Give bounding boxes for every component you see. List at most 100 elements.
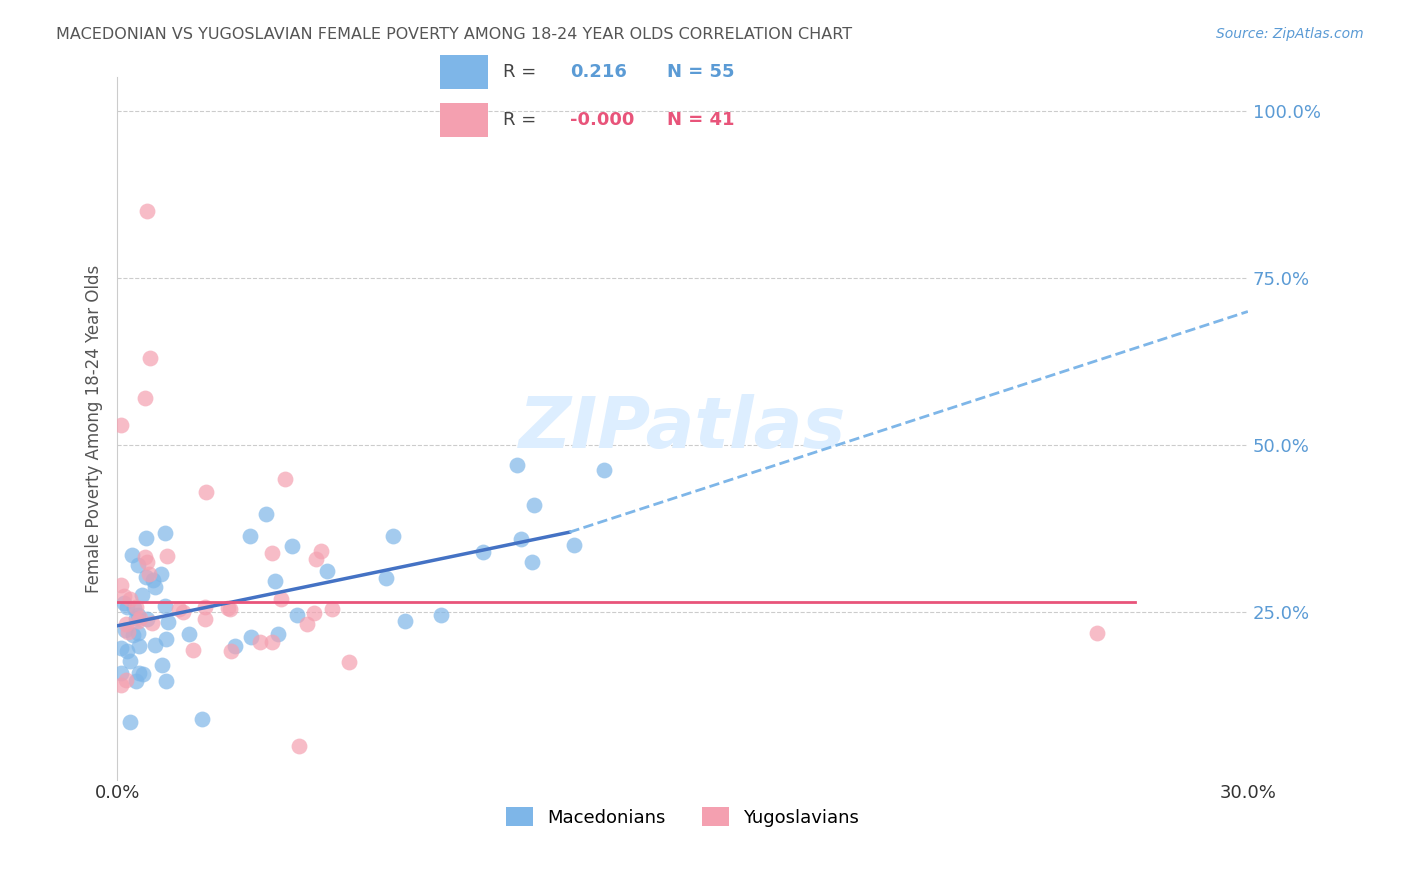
Point [118, 714, 141, 729]
Point [274, 472, 297, 486]
Point [270, 591, 292, 606]
Point [181, 643, 204, 657]
Point [224, 639, 246, 653]
Point [134, 549, 156, 564]
Point [194, 612, 217, 626]
Point [127, 626, 149, 640]
Point [110, 678, 132, 692]
Point [136, 555, 159, 569]
Point [321, 602, 343, 616]
Text: N = 41: N = 41 [668, 111, 735, 129]
Point [125, 611, 148, 625]
Point [128, 610, 150, 624]
Text: ZIPatlas: ZIPatlas [519, 394, 846, 463]
Point [115, 599, 138, 614]
Point [194, 599, 217, 614]
Point [337, 655, 360, 669]
Point [136, 612, 159, 626]
Point [305, 551, 328, 566]
Point [110, 418, 132, 433]
Point [135, 570, 157, 584]
Point [302, 607, 325, 621]
Point [155, 599, 177, 613]
Point [177, 627, 200, 641]
Point [285, 607, 308, 622]
Y-axis label: Female Poverty Among 18-24 Year Olds: Female Poverty Among 18-24 Year Olds [86, 264, 103, 592]
Point [127, 615, 149, 629]
Point [593, 463, 616, 477]
Point [153, 526, 176, 541]
Point [139, 351, 162, 366]
Point [125, 673, 148, 688]
Point [155, 673, 177, 688]
Point [309, 544, 332, 558]
Point [156, 615, 179, 630]
Text: R =: R = [503, 62, 537, 81]
Text: N = 55: N = 55 [668, 62, 735, 81]
Point [134, 392, 156, 406]
Point [191, 712, 214, 726]
Point [510, 532, 533, 546]
Point [136, 204, 159, 219]
Point [138, 567, 160, 582]
Point [217, 601, 239, 615]
Point [155, 632, 177, 647]
Point [128, 640, 150, 654]
Point [240, 630, 263, 644]
Text: MACEDONIAN VS YUGOSLAVIAN FEMALE POVERTY AMONG 18-24 YEAR OLDS CORRELATION CHART: MACEDONIAN VS YUGOSLAVIAN FEMALE POVERTY… [56, 27, 852, 42]
Point [114, 616, 136, 631]
Point [195, 485, 218, 500]
Point [505, 458, 527, 472]
Point [115, 644, 138, 658]
Text: 0.216: 0.216 [571, 62, 627, 81]
Point [564, 538, 586, 552]
Point [239, 529, 262, 543]
Point [297, 616, 319, 631]
Point [262, 635, 284, 649]
Point [125, 599, 148, 614]
Point [167, 602, 190, 616]
Point [156, 549, 179, 563]
Point [127, 558, 149, 572]
Point [121, 548, 143, 562]
Point [374, 571, 396, 585]
Point [141, 615, 163, 630]
Point [120, 591, 142, 606]
Point [128, 665, 150, 680]
Point [381, 529, 404, 543]
Point [110, 578, 132, 592]
Point [218, 602, 240, 616]
Point [142, 573, 165, 587]
Point [135, 531, 157, 545]
Point [127, 608, 149, 623]
Point [264, 574, 287, 588]
Point [122, 628, 145, 642]
Point [132, 667, 155, 681]
Text: -0.000: -0.000 [571, 111, 634, 129]
Point [143, 638, 166, 652]
Point [172, 605, 194, 619]
Bar [440, 103, 488, 137]
Point [110, 640, 132, 655]
Point [472, 545, 495, 559]
Point [315, 564, 337, 578]
Point [1085, 625, 1108, 640]
Point [149, 566, 172, 581]
Point [430, 607, 453, 622]
Point [114, 623, 136, 637]
Point [522, 555, 544, 569]
Point [120, 655, 142, 669]
Point [254, 507, 277, 521]
Bar [440, 55, 488, 88]
Point [394, 614, 416, 628]
Point [260, 546, 283, 560]
Point [150, 658, 173, 673]
Text: R =: R = [503, 111, 537, 129]
Point [143, 580, 166, 594]
Point [131, 588, 153, 602]
Point [117, 625, 139, 640]
Point [114, 596, 136, 610]
Point [221, 643, 243, 657]
Point [267, 626, 290, 640]
Legend: Macedonians, Yugoslavians: Macedonians, Yugoslavians [499, 800, 866, 834]
